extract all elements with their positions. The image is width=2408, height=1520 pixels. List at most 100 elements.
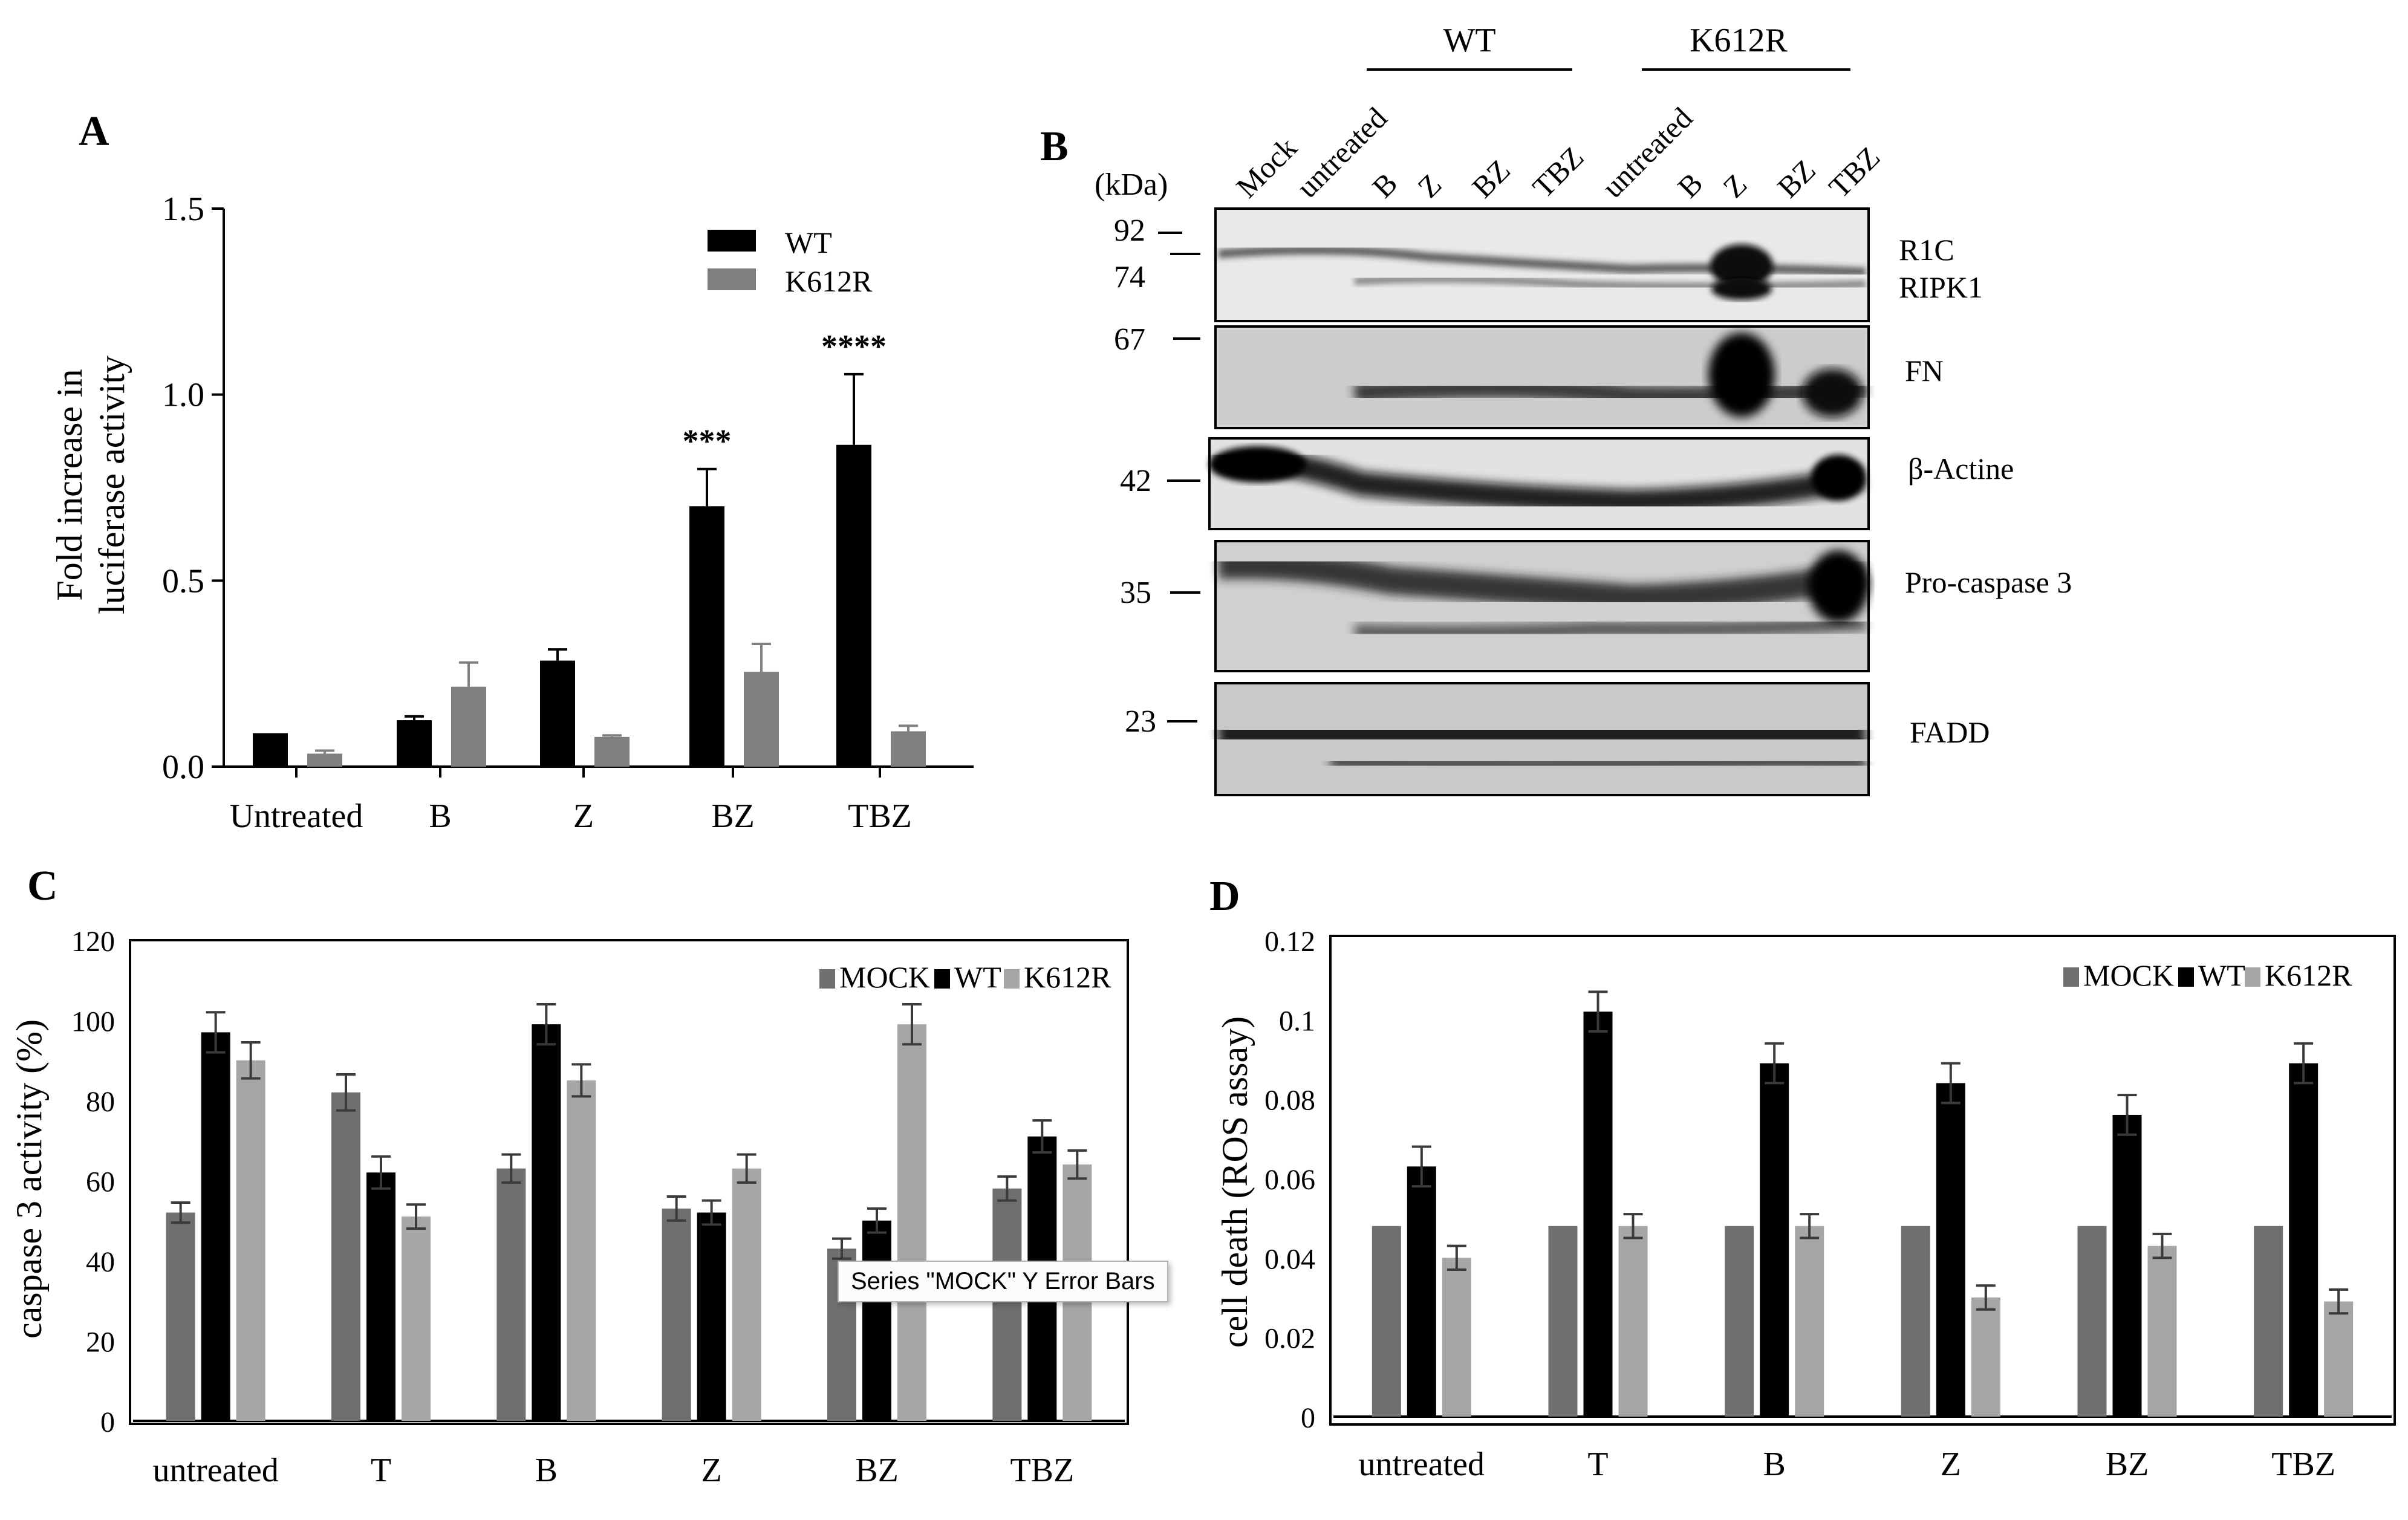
chart-c-bar bbox=[532, 1024, 561, 1421]
chart-a-ytick-label: 0.5 bbox=[162, 562, 204, 600]
chart-d-bar bbox=[1548, 1226, 1578, 1417]
marker-42: 42 bbox=[1120, 464, 1151, 498]
membrane-procaspase3 bbox=[1214, 540, 1870, 672]
chart-d-ytick-label: 0.08 bbox=[1264, 1085, 1315, 1117]
chart-c-bar bbox=[567, 1080, 596, 1421]
chart-a-bar bbox=[451, 686, 486, 767]
chart-a-bar bbox=[253, 733, 288, 767]
band-label-r1c: R1C bbox=[1899, 233, 1954, 267]
chart-c-bar bbox=[992, 1188, 1022, 1421]
chart-c-bar bbox=[697, 1212, 726, 1421]
chart-a-ytick-label: 1.0 bbox=[162, 377, 204, 414]
panel-letter-b: B bbox=[1040, 123, 1069, 170]
marker-23: 23 bbox=[1125, 704, 1156, 739]
chart-c-ytick-label: 40 bbox=[86, 1246, 115, 1278]
legend-k612r-swatch bbox=[708, 268, 756, 290]
chart-c-bar bbox=[166, 1212, 195, 1421]
chart-d-bar bbox=[1618, 1226, 1648, 1417]
chart-a-bar bbox=[836, 444, 871, 767]
chart-a-ylabel-line1: Fold increase in bbox=[50, 369, 89, 600]
legend-d-k612r-label: K612R bbox=[2265, 958, 2352, 992]
chart-c-xtick-label: TBZ bbox=[1010, 1452, 1074, 1489]
chart-d-xtick-label: T bbox=[1587, 1446, 1608, 1483]
legend-d-mock-label: MOCK bbox=[2083, 958, 2174, 992]
chart-c-frame bbox=[129, 939, 1129, 1425]
chart-d-ytick-label: 0.12 bbox=[1264, 926, 1315, 958]
kda-title: (kDa) bbox=[1095, 167, 1168, 202]
chart-c-ytick-label: 0 bbox=[100, 1406, 115, 1438]
chart-a-ylabel-line2: luciferase activity bbox=[92, 356, 132, 614]
legend-c-mock-label: MOCK bbox=[839, 960, 930, 994]
chart-a-bar bbox=[689, 506, 724, 767]
legend-d-k612r-swatch bbox=[2245, 967, 2260, 987]
chart-d-bar bbox=[2254, 1226, 2283, 1417]
membrane-fn bbox=[1214, 325, 1870, 429]
chart-a-ytick-label: 1.5 bbox=[162, 190, 204, 228]
chart-c-ytick-label: 80 bbox=[86, 1086, 115, 1118]
chart-c-ytick-label: 100 bbox=[71, 1006, 115, 1038]
chart-c-bar bbox=[732, 1168, 761, 1421]
chart-a-bar bbox=[540, 660, 575, 767]
marker-74: 74 bbox=[1114, 260, 1145, 294]
membrane-fadd bbox=[1214, 682, 1870, 796]
chart-c-bar bbox=[201, 1032, 230, 1421]
chart-a-xtick-label: BZ bbox=[711, 797, 755, 835]
chart-c-ytick-label: 20 bbox=[86, 1327, 115, 1359]
chart-a-bar bbox=[397, 720, 432, 767]
chart-a-xtick-label: B bbox=[429, 797, 451, 835]
chart-d-xtick-label: untreated bbox=[1359, 1446, 1485, 1483]
legend-wt-swatch bbox=[708, 230, 756, 252]
chart-c-bar bbox=[366, 1172, 395, 1421]
chart-c-bar bbox=[862, 1220, 891, 1421]
legend-wt-label: WT bbox=[785, 226, 832, 259]
legend-c-mock-swatch bbox=[819, 969, 835, 989]
chart-d-ytick-label: 0.1 bbox=[1279, 1005, 1315, 1037]
chart-d-ytick-label: 0.02 bbox=[1264, 1323, 1315, 1355]
chart-a-significance: **** bbox=[821, 328, 887, 365]
chart-d-bar bbox=[1971, 1298, 2000, 1417]
chart-d-xtick-label: Z bbox=[1941, 1446, 1961, 1483]
chart-a-xtick-label: Z bbox=[573, 797, 594, 835]
chart-d-ytick-label: 0.06 bbox=[1264, 1164, 1315, 1196]
membrane-actin bbox=[1208, 437, 1870, 530]
panel-letter-a: A bbox=[79, 108, 109, 155]
membrane-ripk1 bbox=[1214, 207, 1870, 322]
marker-67: 67 bbox=[1114, 322, 1145, 357]
legend-d-mock-swatch bbox=[2063, 967, 2079, 987]
chart-d-bar bbox=[1407, 1166, 1436, 1417]
chart-c-xtick-label: untreated bbox=[152, 1452, 278, 1489]
chart-a-bar bbox=[744, 672, 779, 767]
chart-d-xtick-label: B bbox=[1763, 1446, 1785, 1483]
chart-c-bar bbox=[496, 1168, 526, 1421]
chart-d-bar bbox=[1583, 1012, 1613, 1417]
chart-c-ytick-label: 60 bbox=[86, 1166, 115, 1198]
panel-letter-c: C bbox=[27, 863, 58, 909]
chart-d-bar bbox=[2077, 1226, 2107, 1417]
chart-d-bar bbox=[1442, 1258, 1471, 1417]
marker-35: 35 bbox=[1120, 576, 1151, 610]
chart-a-ytick-label: 0.0 bbox=[162, 749, 204, 786]
chart-d-bar bbox=[2112, 1114, 2142, 1417]
legend-d-wt-label: WT bbox=[2198, 958, 2245, 992]
chart-d-xtick-label: TBZ bbox=[2271, 1446, 2335, 1483]
chart-d-bar bbox=[1760, 1063, 1789, 1417]
chart-a-xtick-label: Untreated bbox=[230, 797, 363, 835]
chart-a-bar bbox=[594, 736, 630, 767]
legend-c-wt-swatch bbox=[934, 969, 950, 989]
chart-a-bar bbox=[891, 731, 926, 767]
chart-d-ylabel: cell death (ROS assay) bbox=[1215, 1016, 1255, 1348]
band-label-fadd: FADD bbox=[1910, 715, 1990, 749]
legend-d-wt-swatch bbox=[2178, 967, 2194, 987]
chart-d-bar bbox=[2324, 1301, 2354, 1417]
band-label-ripk1: RIPK1 bbox=[1899, 270, 1983, 304]
chart-d-xtick-label: BZ bbox=[2106, 1446, 2149, 1483]
band-label-fn: FN bbox=[1905, 354, 1944, 388]
chart-a-significance: *** bbox=[683, 423, 732, 460]
chart-c-ylabel: caspase 3 activity (%) bbox=[9, 1019, 49, 1339]
group-label-k612r: K612R bbox=[1690, 22, 1788, 59]
